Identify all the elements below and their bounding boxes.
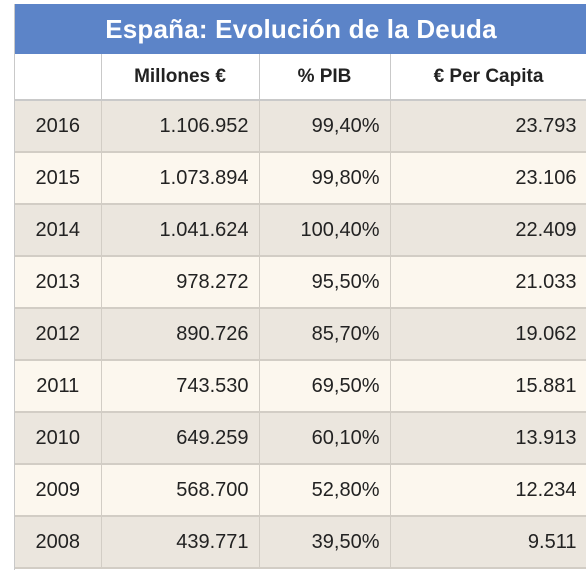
year-cell: 2011 (15, 360, 102, 413)
millones-cell: 743.530 (101, 360, 260, 413)
pib-cell: 85,70% (259, 308, 391, 361)
pib-cell: 69,50% (259, 360, 391, 413)
year-cell: 2013 (15, 256, 102, 309)
year-cell: 2008 (15, 516, 102, 569)
per-capita-cell: 22.409 (390, 204, 586, 257)
pib-cell: 52,80% (259, 464, 391, 517)
debt-table: Millones € % PIB € Per Capita 2016 1.106.… (15, 54, 586, 569)
header-per-capita: € Per Capita (390, 54, 586, 101)
pib-cell: 95,50% (259, 256, 391, 309)
table-title: España: Evolución de la Deuda (15, 4, 586, 54)
per-capita-cell: 12.234 (390, 464, 586, 517)
year-cell: 2010 (15, 412, 102, 465)
per-capita-cell: 13.913 (390, 412, 586, 465)
table-row: 2012 890.726 85,70% 19.062 (15, 308, 586, 361)
millones-cell: 649.259 (101, 412, 260, 465)
table-row: 2015 1.073.894 99,80% 23.106 (15, 152, 586, 205)
per-capita-cell: 15.881 (390, 360, 586, 413)
year-cell: 2015 (15, 152, 102, 205)
pib-cell: 39,50% (259, 516, 391, 569)
per-capita-cell: 21.033 (390, 256, 586, 309)
table-row: 2014 1.041.624 100,40% 22.409 (15, 204, 586, 257)
table-row: 2008 439.771 39,50% 9.511 (15, 516, 586, 569)
header-row: Millones € % PIB € Per Capita (15, 54, 586, 101)
pib-cell: 100,40% (259, 204, 391, 257)
pib-cell: 60,10% (259, 412, 391, 465)
year-cell: 2009 (15, 464, 102, 517)
millones-cell: 890.726 (101, 308, 260, 361)
per-capita-cell: 23.793 (390, 100, 586, 153)
table-row: 2013 978.272 95,50% 21.033 (15, 256, 586, 309)
header-pib: % PIB (259, 54, 391, 101)
millones-cell: 1.073.894 (101, 152, 260, 205)
table-row: 2009 568.700 52,80% 12.234 (15, 464, 586, 517)
per-capita-cell: 19.062 (390, 308, 586, 361)
year-cell: 2014 (15, 204, 102, 257)
header-year (15, 54, 102, 101)
table-row: 2011 743.530 69,50% 15.881 (15, 360, 586, 413)
millones-cell: 978.272 (101, 256, 260, 309)
millones-cell: 568.700 (101, 464, 260, 517)
table-row: 2016 1.106.952 99,40% 23.793 (15, 100, 586, 153)
year-cell: 2016 (15, 100, 102, 153)
pib-cell: 99,40% (259, 100, 391, 153)
millones-cell: 1.041.624 (101, 204, 260, 257)
millones-cell: 439.771 (101, 516, 260, 569)
debt-table-container: España: Evolución de la Deuda Millones €… (14, 4, 586, 570)
millones-cell: 1.106.952 (101, 100, 260, 153)
pib-cell: 99,80% (259, 152, 391, 205)
table-body: 2016 1.106.952 99,40% 23.793 2015 1.073.894 99… (15, 100, 586, 569)
per-capita-cell: 9.511 (390, 516, 586, 569)
table-row: 2010 649.259 60,10% 13.913 (15, 412, 586, 465)
year-cell: 2012 (15, 308, 102, 361)
per-capita-cell: 23.106 (390, 152, 586, 205)
header-millones: Millones € (101, 54, 260, 101)
